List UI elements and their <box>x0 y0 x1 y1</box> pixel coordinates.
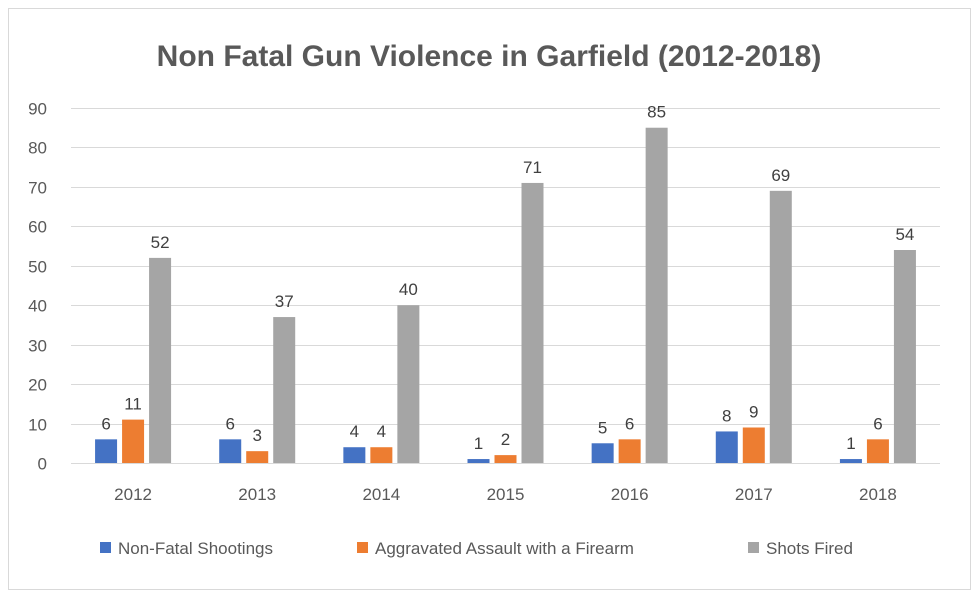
data-label: 1 <box>846 434 855 453</box>
bar <box>715 431 738 463</box>
data-label: 5 <box>598 418 607 437</box>
data-label: 6 <box>225 414 234 433</box>
y-tick-label: 90 <box>28 100 47 119</box>
bar <box>370 447 393 463</box>
bar <box>467 459 490 463</box>
data-label: 11 <box>124 395 142 414</box>
y-tick-label: 30 <box>28 337 47 356</box>
legend-label: Aggravated Assault with a Firearm <box>375 539 634 558</box>
bar <box>122 419 145 463</box>
data-label: 2 <box>501 430 510 449</box>
x-tick-label: 2013 <box>238 485 276 504</box>
x-tick-label: 2016 <box>611 485 649 504</box>
bar <box>591 443 614 463</box>
bar <box>742 427 765 463</box>
y-tick-label: 20 <box>28 376 47 395</box>
bar <box>273 317 296 463</box>
legend-label: Shots Fired <box>766 539 853 558</box>
bar <box>397 305 420 463</box>
data-label: 52 <box>151 233 170 252</box>
bar <box>149 257 172 463</box>
x-tick-label: 2017 <box>735 485 773 504</box>
data-label: 37 <box>275 292 294 311</box>
data-label: 6 <box>101 414 110 433</box>
data-label: 40 <box>399 280 418 299</box>
y-tick-label: 40 <box>28 297 47 316</box>
y-axis: 0 10 20 30 40 50 60 70 80 90 <box>28 100 47 474</box>
bar <box>866 439 889 463</box>
y-tick-label: 80 <box>28 139 47 158</box>
data-label: 1 <box>474 434 483 453</box>
x-tick-label: 2012 <box>114 485 152 504</box>
legend-swatch <box>100 542 111 553</box>
data-label: 8 <box>722 406 731 425</box>
data-label: 54 <box>895 225 914 244</box>
legend-label: Non-Fatal Shootings <box>118 539 273 558</box>
legend: Non-Fatal Shootings Aggravated Assault wi… <box>100 539 853 558</box>
y-tick-label: 60 <box>28 218 47 237</box>
chart-title: Non Fatal Gun Violence in Garfield (2012… <box>157 40 822 73</box>
data-label: 71 <box>523 158 542 177</box>
bar <box>95 439 118 463</box>
bar <box>246 451 269 463</box>
data-label: 69 <box>771 166 790 185</box>
bar <box>618 439 641 463</box>
legend-swatch <box>748 542 759 553</box>
data-label: 6 <box>625 414 634 433</box>
x-tick-label: 2018 <box>859 485 897 504</box>
bar <box>839 459 862 463</box>
bar <box>893 250 916 463</box>
y-tick-label: 70 <box>28 179 47 198</box>
data-label: 9 <box>749 403 758 422</box>
x-tick-label: 2015 <box>487 485 525 504</box>
data-label: 4 <box>350 422 359 441</box>
y-tick-label: 50 <box>28 258 47 277</box>
y-tick-label: 10 <box>28 416 47 435</box>
data-label: 6 <box>873 414 882 433</box>
y-tick-label: 0 <box>38 455 47 474</box>
x-axis: 2012 2013 2014 2015 2016 2017 2018 <box>71 463 940 504</box>
bar <box>645 127 668 463</box>
bar <box>219 439 242 463</box>
bar <box>343 447 366 463</box>
data-label: 3 <box>252 426 261 445</box>
legend-swatch <box>357 542 368 553</box>
bar <box>521 182 544 463</box>
bar <box>769 190 792 464</box>
data-label: 4 <box>377 422 386 441</box>
bar <box>494 455 517 463</box>
data-label: 85 <box>647 103 666 122</box>
x-tick-label: 2014 <box>362 485 400 504</box>
